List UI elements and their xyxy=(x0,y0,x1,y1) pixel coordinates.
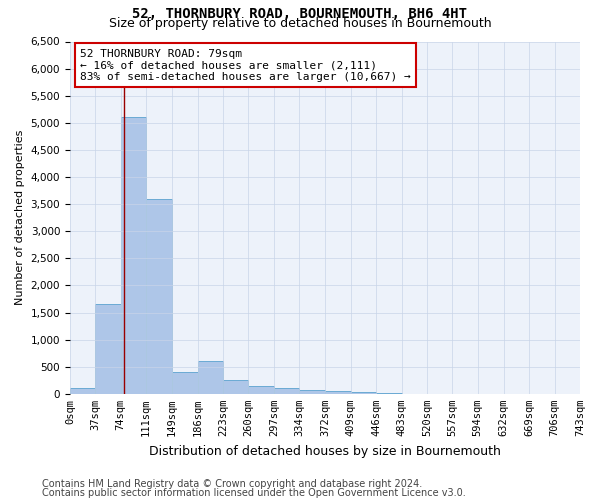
Bar xyxy=(274,388,299,394)
X-axis label: Distribution of detached houses by size in Bournemouth: Distribution of detached houses by size … xyxy=(149,444,501,458)
Bar xyxy=(197,362,223,394)
Bar xyxy=(299,390,325,394)
Text: 52 THORNBURY ROAD: 79sqm
← 16% of detached houses are smaller (2,111)
83% of sem: 52 THORNBURY ROAD: 79sqm ← 16% of detach… xyxy=(80,48,411,82)
Y-axis label: Number of detached properties: Number of detached properties xyxy=(15,130,25,306)
Bar xyxy=(376,392,401,394)
Text: 52, THORNBURY ROAD, BOURNEMOUTH, BH6 4HT: 52, THORNBURY ROAD, BOURNEMOUTH, BH6 4HT xyxy=(133,8,467,22)
Bar xyxy=(121,118,146,394)
Bar xyxy=(350,392,376,394)
Bar xyxy=(248,386,274,394)
Bar xyxy=(95,304,121,394)
Text: Contains public sector information licensed under the Open Government Licence v3: Contains public sector information licen… xyxy=(42,488,466,498)
Bar xyxy=(70,388,95,394)
Text: Size of property relative to detached houses in Bournemouth: Size of property relative to detached ho… xyxy=(109,18,491,30)
Text: Contains HM Land Registry data © Crown copyright and database right 2024.: Contains HM Land Registry data © Crown c… xyxy=(42,479,422,489)
Bar xyxy=(223,380,248,394)
Bar xyxy=(325,391,350,394)
Bar xyxy=(146,198,172,394)
Bar xyxy=(172,372,197,394)
